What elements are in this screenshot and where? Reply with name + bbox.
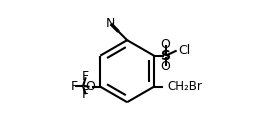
Text: Cl: Cl [178,44,190,57]
Text: F: F [82,88,89,101]
Text: F: F [82,70,89,83]
Text: O: O [86,80,96,93]
Text: N: N [106,17,115,30]
Text: S: S [161,49,171,63]
Text: F: F [71,79,78,93]
Text: O: O [161,60,171,73]
Text: CH₂Br: CH₂Br [168,80,203,93]
Text: O: O [161,38,171,51]
